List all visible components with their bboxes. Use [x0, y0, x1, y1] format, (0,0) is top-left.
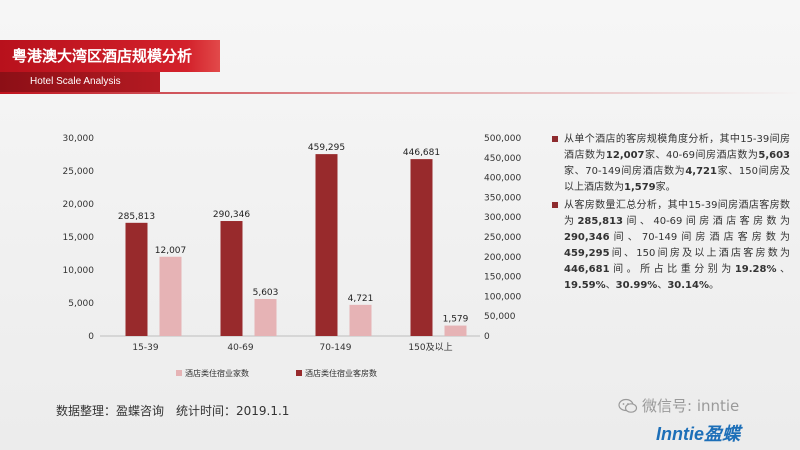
- note-text: 、: [605, 280, 616, 291]
- note-figure: 30.99%: [615, 280, 658, 291]
- y-left-tick-label: 5,000: [68, 299, 94, 309]
- note-text: 间。所占比重分别为: [609, 264, 735, 275]
- bar-room-count: [410, 159, 433, 336]
- data-label: 4,721: [348, 294, 374, 304]
- data-label: 290,346: [213, 210, 250, 220]
- note-figure: 446,681: [564, 264, 610, 275]
- note-figure: 5,603: [758, 150, 791, 161]
- bar-hotel-count: [254, 299, 277, 336]
- data-label: 459,295: [308, 143, 345, 153]
- bullet-square-icon: [552, 202, 558, 208]
- watermark-text: 微信号: inntie: [642, 397, 740, 415]
- bar-hotel-count: [349, 304, 372, 336]
- header-divider: [0, 92, 800, 94]
- inntie-logo: Inntie盈蝶: [656, 424, 740, 444]
- bar-room-count: [315, 154, 338, 336]
- note-text: 从客房数量汇总分析，其中15-39间房酒店客房数为: [564, 200, 790, 227]
- bar-hotel-count: [444, 325, 467, 336]
- note-figure: 459,295: [564, 248, 610, 259]
- legend-label: 酒店类住宿业家数: [185, 368, 249, 378]
- legend-label: 酒店类住宿业客房数: [305, 368, 377, 378]
- page-title: 粤港澳大湾区酒店规模分析: [0, 40, 220, 72]
- y-right-tick-label: 250,000: [484, 233, 521, 243]
- note-text: 从单个酒店的客房规模角度分析，其中15-39间房酒店数为: [564, 134, 790, 161]
- y-right-tick-label: 50,000: [484, 312, 516, 322]
- note-text: 、: [657, 280, 668, 291]
- x-tick-label: 40-69: [227, 343, 253, 353]
- note-figure: 12,007: [605, 150, 645, 161]
- y-right-tick-label: 300,000: [484, 213, 521, 223]
- data-source-footer: 数据整理：盈蝶咨询 统计时间：2019.1.1: [56, 404, 290, 418]
- note-figure: 285,813: [577, 216, 623, 227]
- note-figure: 19.28%: [734, 264, 777, 275]
- data-label: 5,603: [253, 288, 279, 298]
- wechat-watermark: 微信号: inntie: [618, 395, 739, 416]
- y-left-tick-label: 25,000: [63, 167, 95, 177]
- legend-swatch: [296, 370, 302, 376]
- note-figure: 4,721: [685, 166, 717, 177]
- y-right-tick-label: 0: [484, 332, 490, 342]
- note-figure: 1,579: [624, 182, 656, 193]
- note-text: 家、150间房及以上酒店数为: [564, 166, 790, 193]
- y-right-tick-label: 400,000: [484, 174, 521, 184]
- data-label: 285,813: [118, 212, 155, 222]
- y-right-tick-label: 200,000: [484, 253, 521, 263]
- data-label: 12,007: [155, 246, 187, 256]
- note-figure: 290,346: [564, 232, 610, 243]
- note-text: 间、70-149间房酒店客房数为: [609, 232, 790, 243]
- legend-swatch: [176, 370, 182, 376]
- note-text: 。: [708, 280, 719, 291]
- x-tick-label: 15-39: [132, 343, 158, 353]
- note-text: 、: [776, 264, 791, 275]
- note-figure: 30.14%: [667, 280, 709, 291]
- y-right-tick-label: 450,000: [484, 154, 521, 164]
- y-right-tick-label: 500,000: [484, 134, 521, 144]
- y-left-tick-label: 10,000: [63, 266, 95, 276]
- note-text: 间、150间房及以上酒店客房数为: [609, 248, 790, 259]
- x-tick-label: 70-149: [320, 343, 352, 353]
- y-right-tick-label: 100,000: [484, 292, 521, 302]
- y-left-tick-label: 15,000: [63, 233, 95, 243]
- y-left-tick-label: 30,000: [63, 134, 95, 144]
- data-label: 1,579: [443, 315, 469, 325]
- analysis-note: 从单个酒店的客房规模角度分析，其中15-39间房酒店数为12,007家、40-6…: [552, 132, 790, 196]
- y-right-tick-label: 350,000: [484, 193, 521, 203]
- data-label: 446,681: [403, 148, 440, 158]
- analysis-note: 从客房数量汇总分析，其中15-39间房酒店客房数为285,813间、40-69间…: [552, 198, 790, 294]
- bullet-square-icon: [552, 136, 558, 142]
- note-text: 家、40-69间房酒店数为: [644, 150, 759, 161]
- hotel-scale-chart: 0 5,000 10,000 15,000 20,000 25,000 30,000 0 50,…: [63, 134, 522, 378]
- bar-room-count: [125, 222, 148, 336]
- analysis-notes: 从单个酒店的客房规模角度分析，其中15-39间房酒店数为12,007家、40-6…: [552, 132, 790, 296]
- note-text: 家。: [655, 182, 676, 193]
- y-left-tick-label: 0: [88, 332, 94, 342]
- bar-room-count: [220, 221, 243, 336]
- wechat-icon: [618, 398, 638, 413]
- page-subtitle: Hotel Scale Analysis: [0, 72, 160, 92]
- note-text: 家、70-149间房酒店数为: [564, 166, 686, 177]
- note-figure: 19.59%: [564, 280, 606, 291]
- note-text: 间、40-69间房酒店客房数为: [623, 216, 790, 227]
- bar-hotel-count: [159, 256, 182, 336]
- y-right-tick-label: 150,000: [484, 273, 521, 283]
- x-tick-label: 150及以上: [408, 342, 452, 353]
- y-left-tick-label: 20,000: [63, 200, 95, 210]
